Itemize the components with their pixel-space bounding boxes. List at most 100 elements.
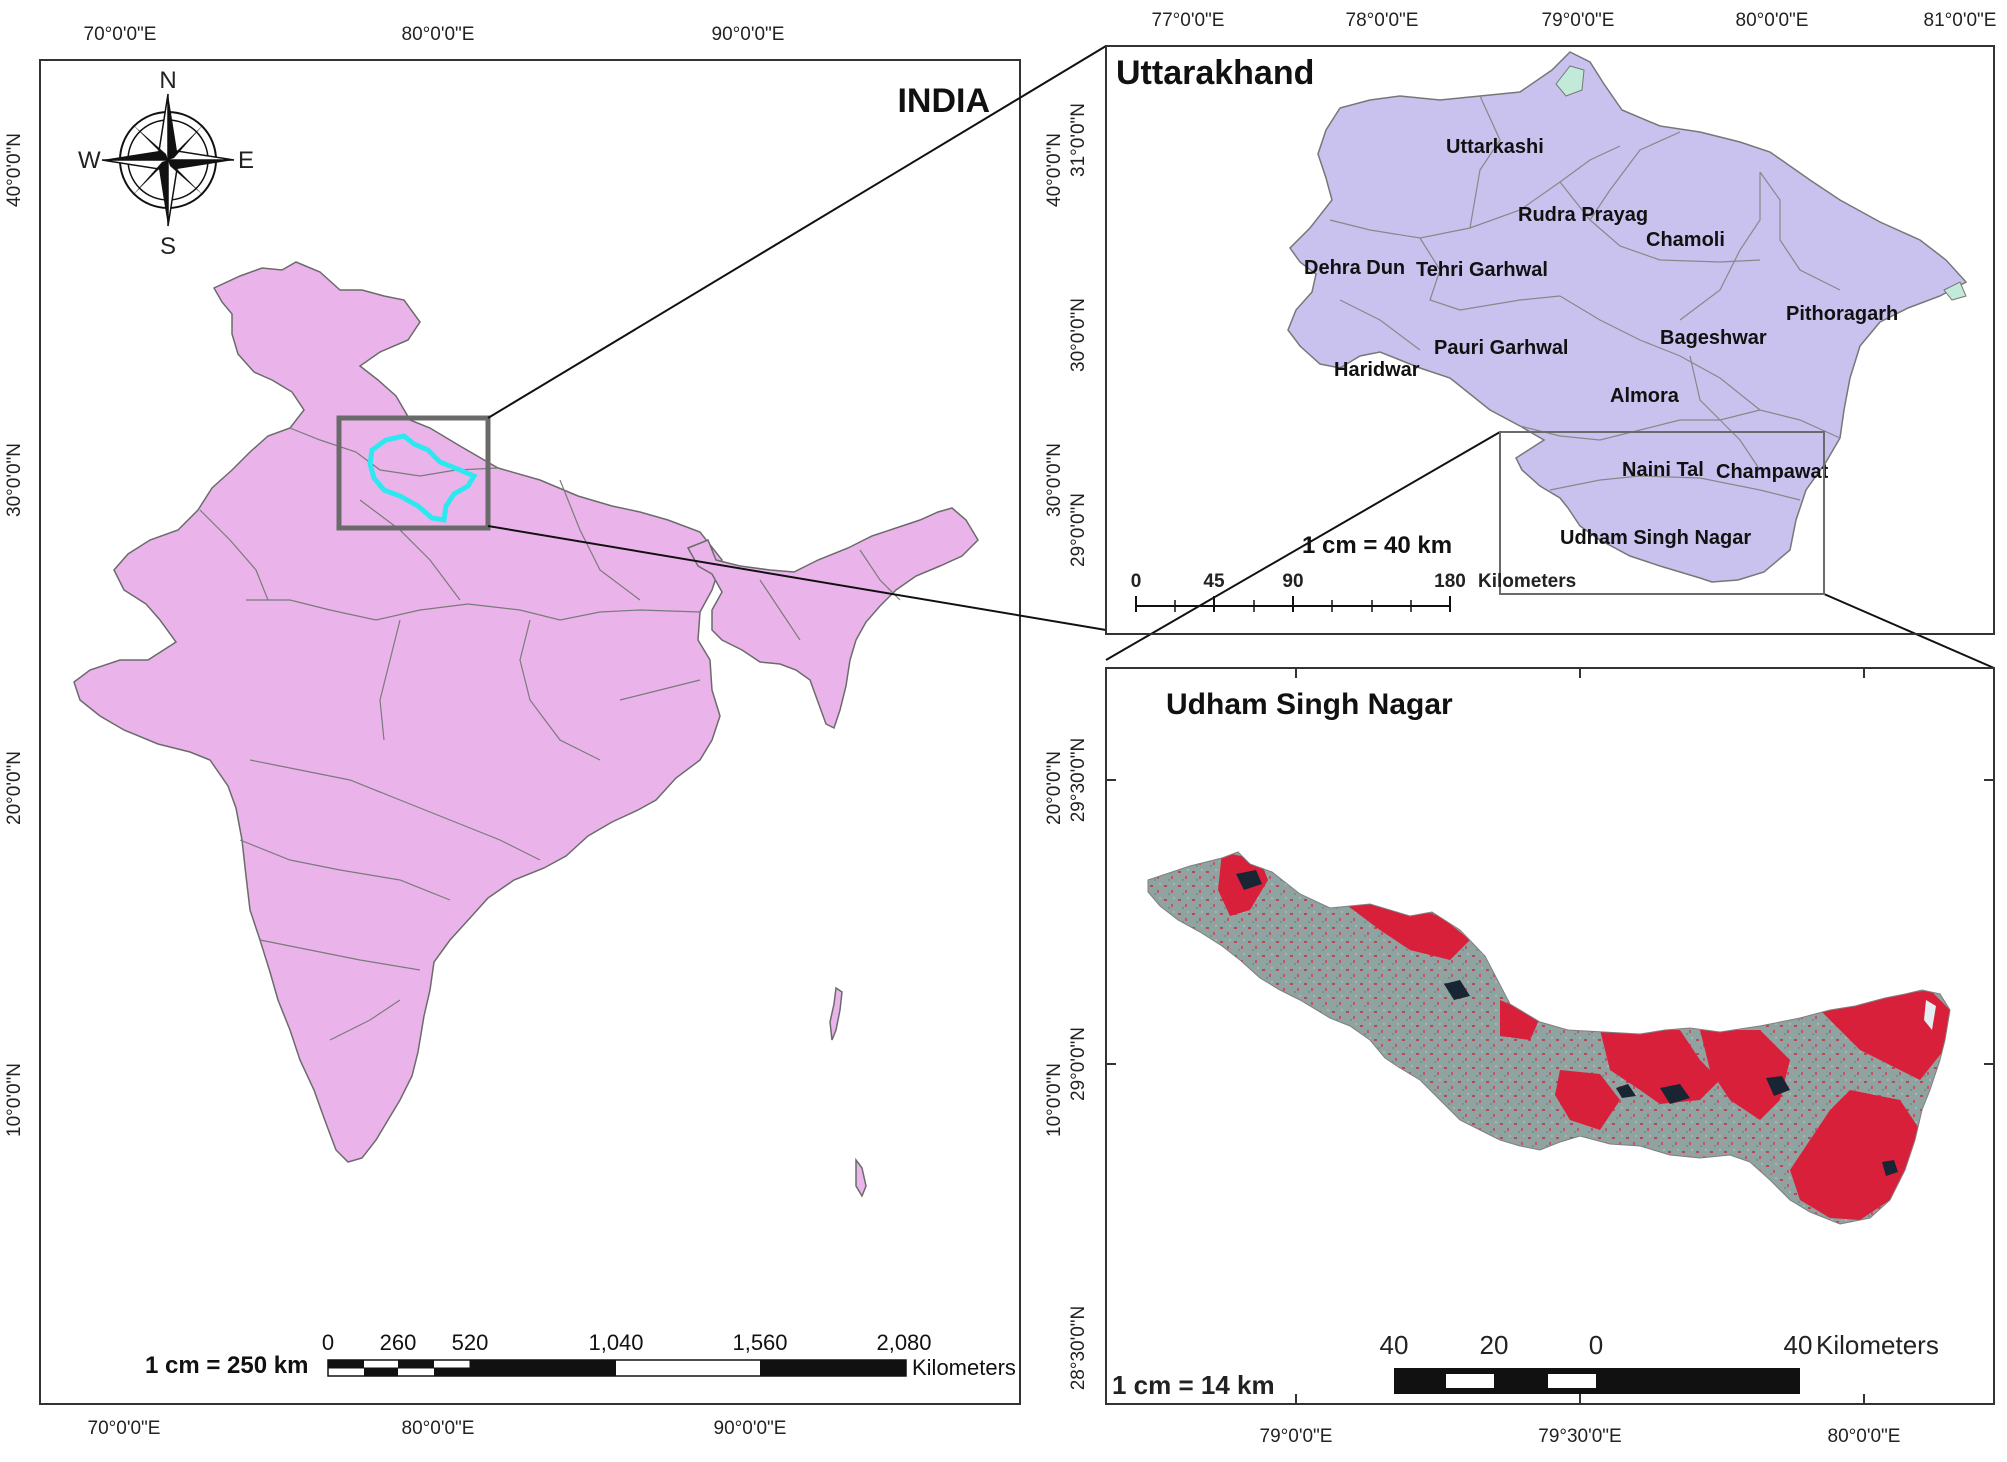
- india-scale-bar: 1 cm = 250 km 0 260 520 1,040 1,560 2,08…: [145, 1330, 1016, 1380]
- tick-label: 90°0'0"E: [712, 24, 785, 45]
- scale-label: 90: [1282, 571, 1303, 592]
- udham-left-ticks: 29°30'0"N 29°0'0"N 28°30'0"N: [1068, 738, 1089, 1391]
- scale-label: 40: [1380, 1330, 1409, 1360]
- tick-label: 30°0'0"N: [1068, 298, 1089, 372]
- udham-bottom-ticks: 79°0'0"E 79°30'0"E 80°0'0"E: [1260, 1426, 1901, 1447]
- uttarakhand-scale-bar: 1 cm = 40 km 0 45 90 180 Kilometers: [1131, 532, 1576, 612]
- district-label-bageshwar: Bageshwar: [1660, 327, 1767, 349]
- india-bottom-ticks: 70°0'0"E 80°0'0"E 90°0'0"E: [88, 1418, 787, 1439]
- tick-label: 10°0'0"N: [1044, 1063, 1065, 1137]
- tick-label: 28°30'0"N: [1068, 1306, 1089, 1391]
- district-label-udham-singh-nagar: Udham Singh Nagar: [1560, 527, 1751, 549]
- scale-label: 45: [1203, 571, 1225, 592]
- district-label-tehri-garhwal: Tehri Garhwal: [1416, 259, 1548, 281]
- tick-label: 10°0'0"N: [4, 1063, 25, 1137]
- district-label-haridwar: Haridwar: [1334, 359, 1420, 381]
- tick-label: 80°0'0"E: [402, 1418, 475, 1439]
- india-panel: 70°0'0"E 80°0'0"E 90°0'0"E 70°0'0"E 80°0…: [4, 24, 1065, 1439]
- compass-w: W: [78, 147, 101, 174]
- nicobar-islands: [855, 1157, 867, 1198]
- tick-label: 80°0'0"E: [1828, 1426, 1901, 1447]
- scale-label: 20: [1480, 1330, 1509, 1360]
- scale-label: 1,560: [732, 1330, 787, 1355]
- tick-label: 90°0'0"E: [714, 1418, 787, 1439]
- tick-label: 70°0'0"E: [84, 24, 157, 45]
- scale-label: 0: [322, 1330, 334, 1355]
- udham-frame: [1105, 667, 1995, 1405]
- tick-label: 20°0'0"N: [4, 751, 25, 825]
- tick-label: 79°30'0"E: [1538, 1426, 1621, 1447]
- scale-label: 520: [452, 1330, 489, 1355]
- udham-grid-ticks: [1106, 668, 1994, 1404]
- india-scale-text: 1 cm = 250 km: [145, 1352, 308, 1379]
- scale-label: 1,040: [588, 1330, 643, 1355]
- tick-label: 31°0'0"N: [1068, 103, 1089, 177]
- uk-top-ticks: 77°0'0"E 78°0'0"E 79°0'0"E 80°0'0"E 81°0…: [1152, 10, 1997, 31]
- tick-label: 78°0'0"E: [1346, 10, 1419, 31]
- tick-label: 79°0'0"E: [1542, 10, 1615, 31]
- district-label-champawat: Champawat: [1716, 461, 1829, 483]
- district-label-pithoragarh: Pithoragarh: [1786, 303, 1898, 325]
- india-map: [73, 261, 979, 1198]
- uttarakhand-extent-box: [336, 415, 491, 531]
- udham-scale-bar: 1 cm = 14 km 40 20 0 40 Kilometers: [1112, 1330, 1939, 1400]
- tick-label: 40°0'0"N: [4, 133, 25, 207]
- uttarakhand-state: [1287, 51, 1968, 583]
- district-label-pauri-garhwal: Pauri Garhwal: [1434, 337, 1569, 359]
- udham-title: Udham Singh Nagar: [1166, 688, 1453, 721]
- udham-extent-box: [1499, 431, 1825, 595]
- india-left-ticks: 40°0'0"N 30°0'0"N 20°0'0"N 10°0'0"N: [4, 133, 25, 1137]
- district-label-rudra-prayag: Rudra Prayag: [1518, 204, 1648, 226]
- tick-label: 80°0'0"E: [402, 24, 475, 45]
- uttarakhand-title: Uttarakhand: [1116, 54, 1314, 92]
- tick-label: 20°0'0"N: [1044, 751, 1065, 825]
- zoom-connector-lines: [487, 45, 1995, 669]
- udham-scale-unit: Kilometers: [1816, 1330, 1939, 1360]
- tick-label: 40°0'0"N: [1044, 133, 1065, 207]
- india-mainland: [73, 261, 723, 1163]
- andaman-islands: [829, 986, 843, 1041]
- tick-label: 81°0'0"E: [1924, 10, 1997, 31]
- tick-label: 29°0'0"N: [1068, 493, 1089, 567]
- scale-label: 40: [1784, 1330, 1813, 1360]
- district-label-chamoli: Chamoli: [1646, 229, 1725, 251]
- india-top-ticks: 70°0'0"E 80°0'0"E 90°0'0"E: [84, 24, 785, 45]
- scale-label: 2,080: [876, 1330, 931, 1355]
- udham-panel: 29°30'0"N 29°0'0"N 28°30'0"N 79°0'0"E 79…: [1068, 667, 1995, 1447]
- scale-label: 260: [380, 1330, 417, 1355]
- uttarakhand-frame: [1105, 45, 1995, 635]
- udham-satellite-raster: [1147, 851, 1951, 1225]
- india-scale-unit: Kilometers: [912, 1355, 1016, 1380]
- district-label-naini-tal: Naini Tal: [1622, 459, 1704, 481]
- uttarakhand-scale-unit: Kilometers: [1478, 571, 1576, 592]
- uttarakhand-map: [1287, 51, 1968, 583]
- district-labels: Uttarkashi Rudra Prayag Chamoli Dehra Du…: [1304, 136, 1898, 549]
- uk-left-ticks: 31°0'0"N 30°0'0"N 29°0'0"N: [1068, 103, 1089, 567]
- uttarakhand-scale-text: 1 cm = 40 km: [1302, 532, 1452, 559]
- glacier-patch: [1555, 65, 1585, 97]
- tick-label: 30°0'0"N: [1044, 443, 1065, 517]
- uttarakhand-panel: 77°0'0"E 78°0'0"E 79°0'0"E 80°0'0"E 81°0…: [1068, 10, 1997, 635]
- district-label-dehra-dun: Dehra Dun: [1304, 257, 1405, 279]
- compass-s: S: [160, 233, 176, 260]
- tick-label: 30°0'0"N: [4, 443, 25, 517]
- glacier-patch: [1943, 281, 1967, 301]
- compass-n: N: [159, 67, 176, 94]
- tick-label: 29°0'0"N: [1068, 1027, 1089, 1101]
- district-label-uttarkashi: Uttarkashi: [1446, 136, 1544, 158]
- india-northeast: [686, 507, 979, 730]
- india-right-ticks: 40°0'0"N 30°0'0"N 20°0'0"N 10°0'0"N: [1044, 133, 1065, 1137]
- scale-label: 180: [1434, 571, 1466, 592]
- tick-label: 80°0'0"E: [1736, 10, 1809, 31]
- tick-label: 70°0'0"E: [88, 1418, 161, 1439]
- compass-e: E: [238, 147, 254, 174]
- scale-label: 0: [1131, 571, 1142, 592]
- india-frame: [39, 59, 1021, 1405]
- tick-label: 79°0'0"E: [1260, 1426, 1333, 1447]
- tick-label: 77°0'0"E: [1152, 10, 1225, 31]
- compass-rose-icon: N S E W: [78, 67, 254, 260]
- uttarakhand-highlight-outline: [367, 433, 478, 523]
- uttarakhand-district-borders: [1329, 95, 1841, 501]
- district-label-almora: Almora: [1610, 385, 1680, 407]
